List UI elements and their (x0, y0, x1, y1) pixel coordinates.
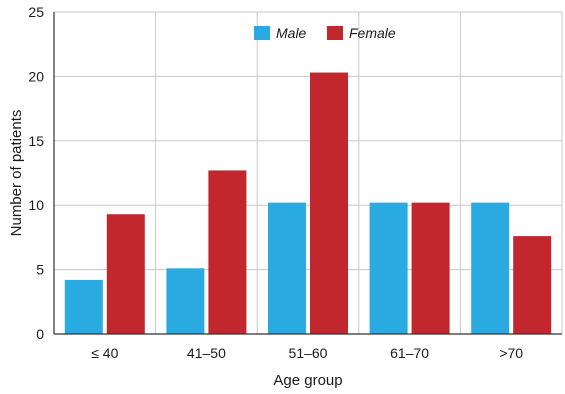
bars (64, 72, 552, 334)
x-tick-label: >70 (499, 345, 523, 361)
y-tick-label: 10 (28, 197, 44, 213)
y-tick-label: 0 (36, 326, 44, 342)
bar-male (471, 202, 510, 334)
bar-male (64, 279, 103, 334)
x-tick-label: 41–50 (187, 345, 226, 361)
y-tick-label: 5 (36, 262, 44, 278)
x-tick-label: ≤ 40 (91, 345, 118, 361)
legend-label-male: Male (276, 25, 307, 41)
y-tick-label: 20 (28, 68, 44, 84)
x-axis-title: Age group (273, 372, 342, 389)
legend-swatch-female (327, 26, 343, 40)
bar-female (513, 236, 552, 334)
bar-male (268, 202, 306, 334)
x-tick-label: 51–60 (289, 345, 328, 361)
y-tick-label: 25 (28, 4, 44, 20)
bar-male (369, 202, 408, 334)
legend-label-female: Female (349, 25, 396, 41)
axes: 0 5 10 15 20 25 ≤ 40 41–50 51–60 61–70 >70 (28, 4, 562, 361)
y-tick-label: 15 (28, 133, 44, 149)
legend-swatch-male (254, 26, 270, 40)
legend: Male Female (254, 25, 396, 41)
x-tick-label: 61–70 (390, 345, 429, 361)
bar-female (208, 170, 247, 334)
bar-male (166, 268, 205, 334)
y-axis-title: Number of patients (8, 110, 25, 237)
bar-female (310, 72, 348, 334)
bar-female (106, 214, 145, 334)
bar-female (411, 202, 450, 334)
